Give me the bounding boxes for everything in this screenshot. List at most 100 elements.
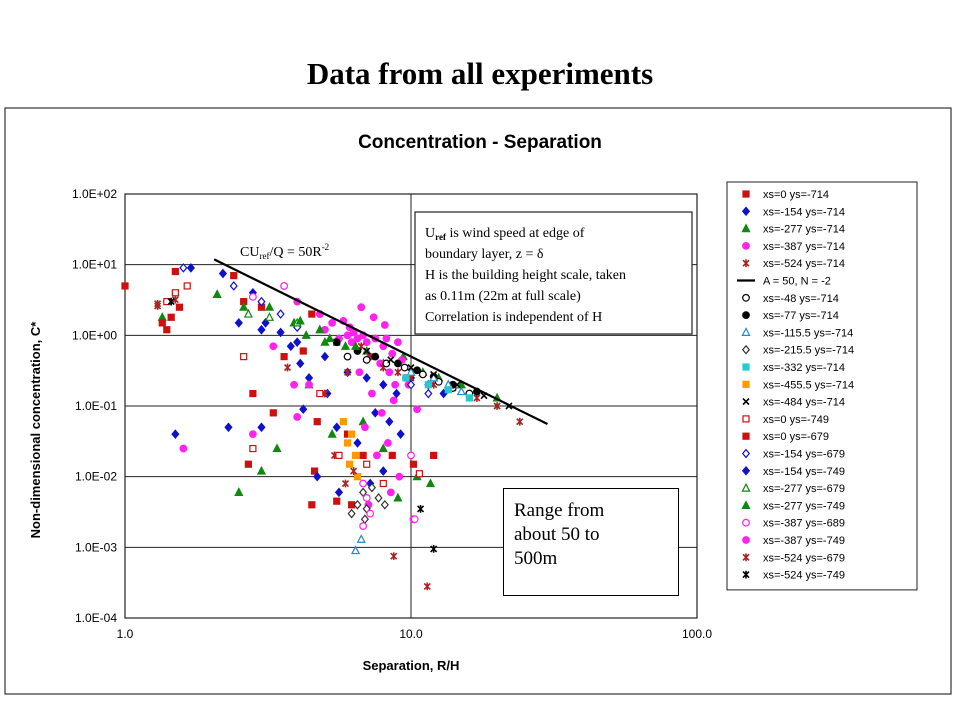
legend-swatch (742, 518, 750, 527)
data-point (390, 552, 398, 561)
legend-swatch (742, 398, 750, 406)
data-point (269, 342, 278, 351)
data-point (371, 408, 380, 418)
data-point (385, 368, 394, 377)
data-point (325, 333, 335, 343)
data-point (362, 373, 371, 383)
annotation-box (414, 211, 693, 335)
data-point (382, 334, 391, 343)
data-point (257, 422, 266, 433)
data-point (264, 302, 275, 311)
data-point (424, 381, 432, 389)
data-point (171, 267, 179, 276)
data-point (332, 338, 341, 347)
data-point (378, 443, 388, 453)
data-point (353, 438, 362, 448)
data-point (359, 522, 367, 530)
data-point (343, 439, 352, 447)
data-point (283, 363, 292, 372)
fit-line (213, 258, 548, 426)
data-point (295, 315, 305, 325)
data-point (240, 353, 248, 361)
data-point (343, 368, 352, 377)
data-point (353, 499, 362, 510)
data-point (335, 451, 343, 459)
data-point (350, 341, 361, 350)
data-point (413, 366, 421, 375)
legend-label: A = 50, N = -2 (763, 276, 831, 288)
data-point (362, 494, 371, 502)
data-point (410, 515, 419, 524)
data-point (163, 298, 171, 306)
data-point (393, 492, 403, 502)
data-point (389, 396, 398, 405)
x-axis-label: Separation, R/H (363, 658, 460, 673)
data-point (374, 493, 383, 503)
data-point (424, 388, 433, 399)
data-point (356, 534, 366, 543)
legend-swatch (742, 259, 750, 268)
data-point (383, 439, 392, 447)
data-point (248, 430, 257, 439)
data-point (362, 338, 371, 347)
data-point (361, 423, 369, 432)
data-point (493, 402, 501, 410)
range-callout-box: Range from about 50 to 500m (503, 488, 679, 596)
x-tick-label: 1.0 (117, 627, 134, 641)
callout-line: Range from (514, 500, 605, 521)
data-point (347, 338, 356, 347)
legend-label: xs=-154 ys=-714 (763, 206, 845, 218)
data-point (163, 326, 171, 334)
data-point (248, 292, 257, 301)
data-point (359, 451, 367, 459)
y-tick-label: 1.0E+01 (72, 258, 117, 272)
legend-swatch (741, 448, 751, 459)
data-point (355, 368, 364, 377)
y-tick-label: 1.0E-03 (75, 540, 117, 554)
data-point (367, 482, 376, 493)
data-point (305, 380, 313, 389)
y-tick-label: 1.0E+00 (72, 328, 117, 342)
data-point (179, 444, 188, 453)
data-point (363, 460, 371, 468)
legend-swatch (742, 432, 750, 440)
data-point (308, 501, 316, 509)
data-point (272, 443, 282, 453)
legend: xs=0 ys=-714 xs=-154 ys=-714 xs=-277 ys=-7… (726, 181, 918, 591)
data-point (413, 405, 421, 414)
data-point (269, 409, 277, 417)
data-point (387, 356, 395, 364)
legend-label: xs=-524 ys=-714 (763, 258, 845, 270)
data-point (516, 417, 524, 426)
data-point (121, 282, 129, 290)
annotation-line: H is the building height scale, taken (425, 268, 626, 283)
legend-label: xs=0 ys=-679 (763, 431, 829, 443)
legend-swatch (741, 223, 751, 233)
data-point (328, 318, 337, 327)
data-point (171, 295, 179, 304)
chart-figure: Concentration - Separation 1.0E-041.0E-0… (4, 107, 952, 695)
legend-label: xs=-154 ys=-749 (763, 466, 845, 478)
plot-area: 1.0E-04 1.0E-03 1.0E-02 1.0E-01 1.0E+00 1.0E+… (72, 187, 712, 641)
data-point (341, 479, 350, 488)
y-tick-label: 1.0E-04 (75, 611, 117, 625)
data-point (406, 367, 416, 376)
legend-label: xs=-524 ys=-679 (763, 552, 845, 564)
data-point (351, 451, 360, 459)
formula-label: CUref/Q = 50R-2 (240, 242, 329, 261)
data-point (363, 347, 371, 355)
data-point (407, 363, 415, 372)
data-point (310, 467, 319, 475)
data-point (179, 263, 188, 273)
data-point (230, 272, 238, 280)
legend-label: xs=-154 ys=-679 (763, 449, 845, 461)
data-point (186, 263, 195, 273)
data-point (249, 389, 257, 398)
data-point (296, 358, 305, 369)
legend-label: xs=-455.5 ys=-714 (763, 379, 854, 391)
data-point (346, 460, 354, 468)
data-point (394, 359, 402, 368)
data-point (280, 353, 288, 361)
data-point (362, 355, 371, 364)
data-point (333, 497, 341, 505)
